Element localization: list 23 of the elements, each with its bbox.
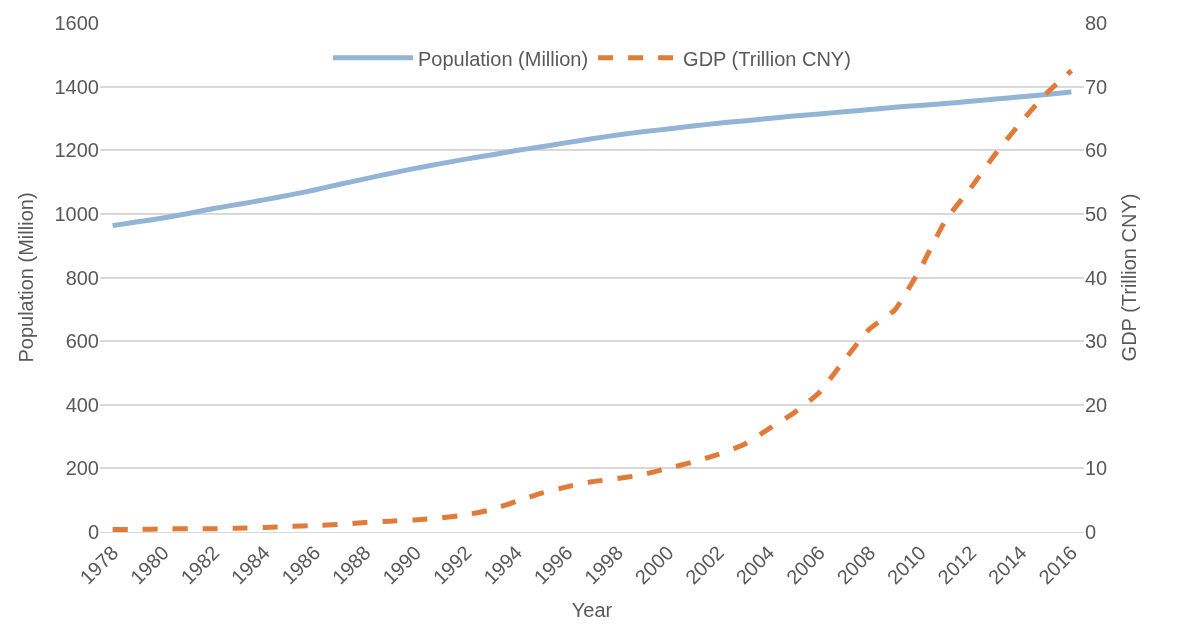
legend-label: GDP (Trillion CNY) [683,47,851,70]
y2-tick-label: 60 [1085,139,1108,162]
y2-tick-label: 50 [1085,202,1108,225]
y2-tick-label: 80 [1085,12,1108,34]
y-tick-label: 600 [65,330,99,353]
x-axis-title: Year [571,598,613,621]
y2-tick-label: 30 [1085,330,1108,353]
y2-tick-label: 20 [1085,393,1108,416]
y2-tick-label: 0 [1085,521,1097,543]
legend-label: Population (Million) [418,47,589,70]
y-tick-label: 1400 [54,75,99,98]
y2-tick-label: 70 [1085,75,1108,98]
y-tick-label: 800 [65,266,99,289]
y2-axis-title: GDP (Trillion CNY) [1117,193,1140,362]
y2-tick-label: 10 [1085,457,1108,480]
y-tick-label: 200 [65,457,99,480]
y-tick-label: 1600 [54,12,99,34]
y-tick-label: 1200 [54,139,99,162]
y-tick-label: 400 [65,393,99,416]
y2-tick-label: 40 [1085,266,1108,289]
y-tick-label: 0 [87,521,99,543]
y-axis-title: Population (Million) [15,192,37,363]
y-tick-label: 1000 [54,202,99,225]
